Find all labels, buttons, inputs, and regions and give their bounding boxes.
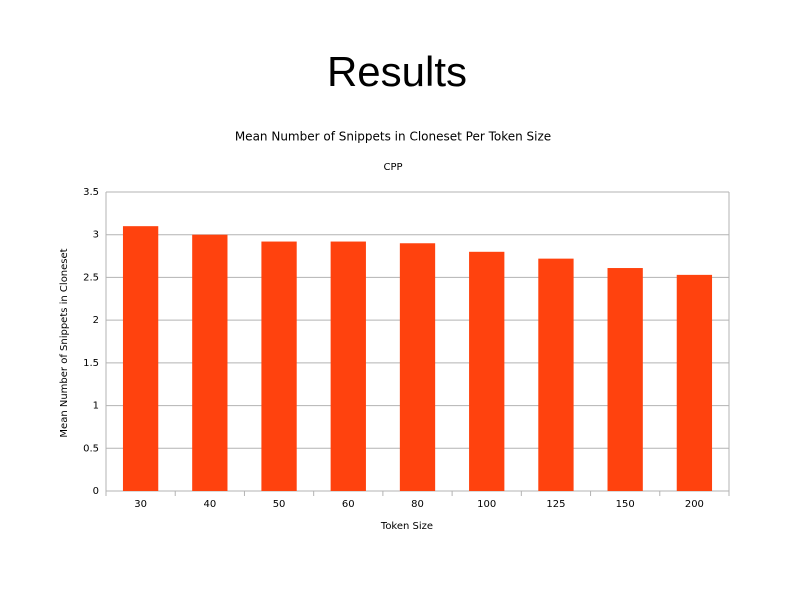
y-tick-label: 2.5 xyxy=(83,272,99,283)
y-tick-label: 2 xyxy=(93,315,99,326)
x-tick-label: 200 xyxy=(685,499,704,510)
x-tick-label: 30 xyxy=(134,499,147,510)
y-tick-label: 1 xyxy=(93,401,99,412)
bar xyxy=(122,226,159,491)
y-axis-label: Mean Number of Snippets in Cloneset xyxy=(59,248,70,437)
x-tick-label: 60 xyxy=(342,499,355,510)
x-axis-label: Token Size xyxy=(380,521,433,532)
bar xyxy=(538,258,574,491)
bar xyxy=(399,243,436,491)
bar xyxy=(192,234,228,491)
chart-title: Mean Number of Snippets in Cloneset Per … xyxy=(235,130,551,144)
x-tick-label: 150 xyxy=(616,499,635,510)
y-tick-label: 3.5 xyxy=(83,187,99,198)
x-tick-label: 80 xyxy=(411,499,424,510)
bar xyxy=(469,251,505,491)
x-tick-label: 100 xyxy=(477,499,496,510)
y-tick-label: 3 xyxy=(93,230,99,241)
y-tick-label: 0 xyxy=(93,486,99,497)
bar xyxy=(261,241,297,491)
bar xyxy=(330,241,366,491)
y-tick-label: 0.5 xyxy=(83,443,99,454)
x-tick-label: 50 xyxy=(273,499,286,510)
x-tick-label: 125 xyxy=(546,499,565,510)
y-tick-label: 1.5 xyxy=(83,358,99,369)
bar xyxy=(607,268,643,491)
bar xyxy=(676,274,713,491)
slide-title: Results xyxy=(327,48,467,95)
chart-subtitle: CPP xyxy=(383,162,402,173)
x-tick-label: 40 xyxy=(203,499,216,510)
